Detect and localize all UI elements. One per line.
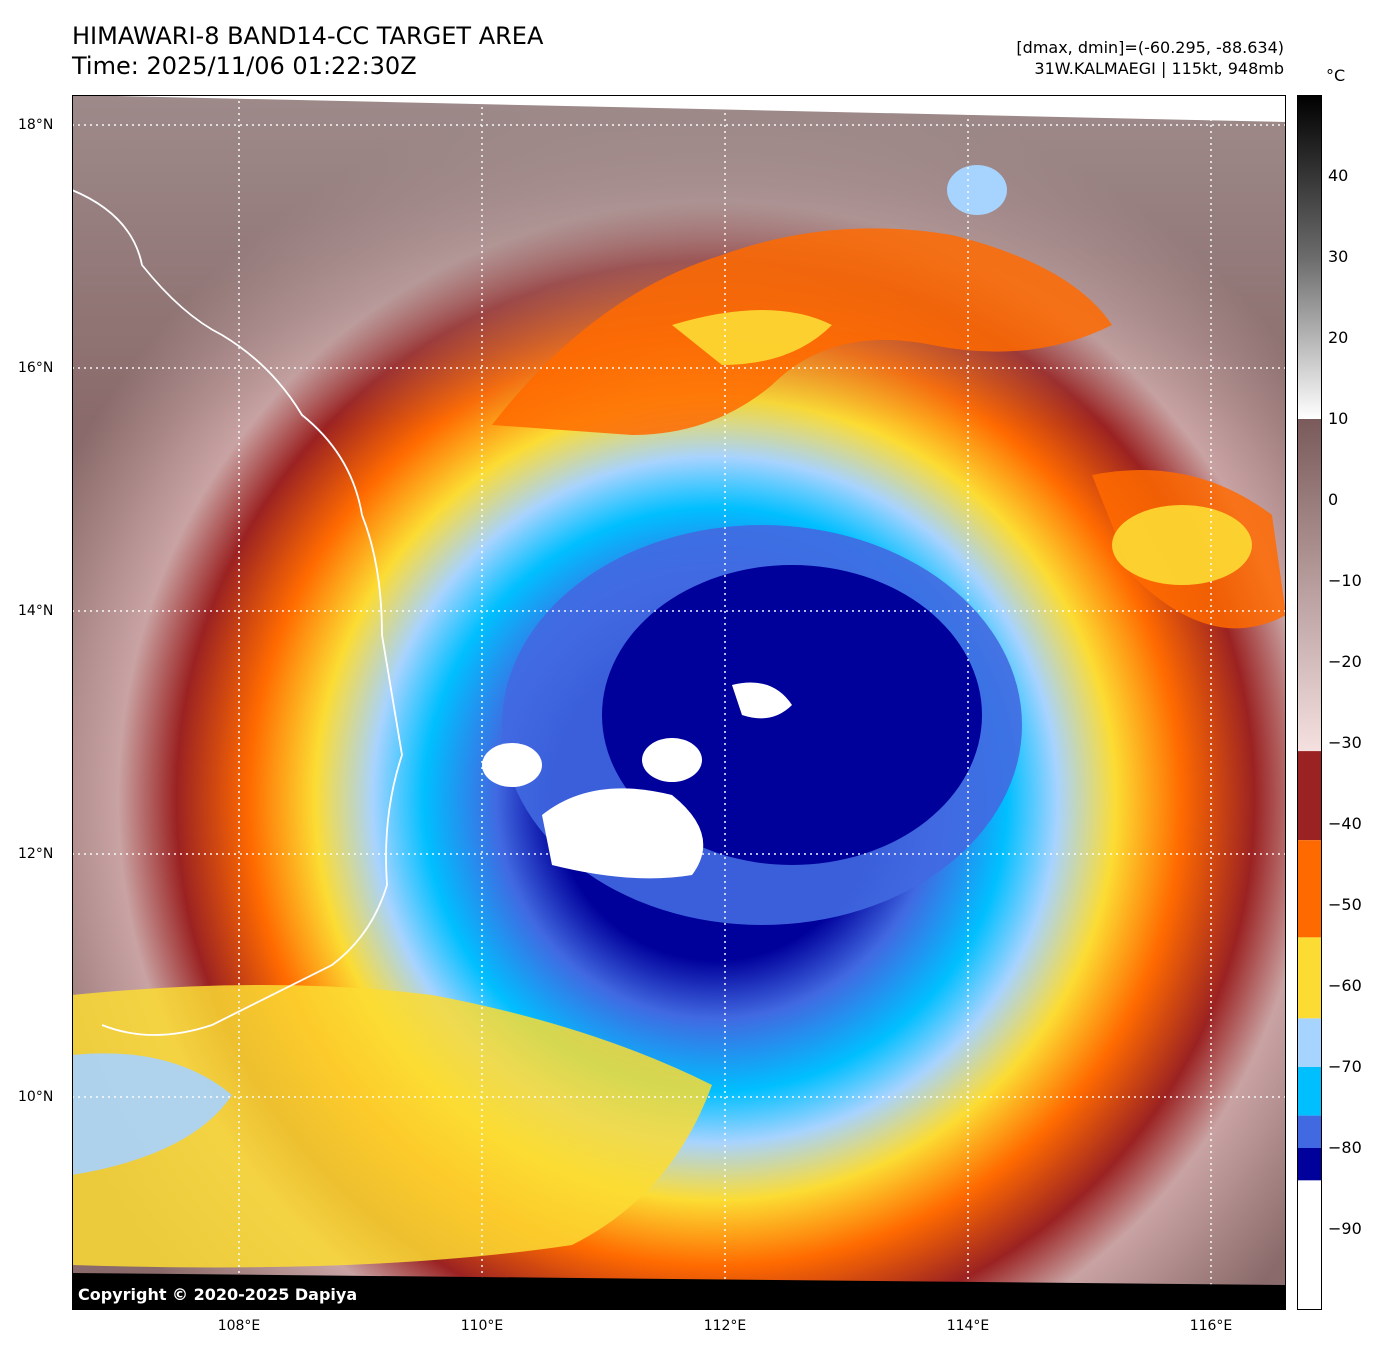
colorbar-tick-label: −30 <box>1328 733 1362 752</box>
colorbar-band <box>1297 1180 1322 1310</box>
colorbar-tick-label: 30 <box>1328 247 1349 266</box>
lat-label-12n: 12°N <box>18 846 54 862</box>
data-range-text: [dmax, dmin]=(-60.295, -88.634) <box>1016 38 1284 57</box>
title-line2: Time: 2025/11/06 01:22:30Z <box>72 52 417 80</box>
colorbar-unit: °C <box>1326 66 1346 85</box>
colorbar-tick-label: 10 <box>1328 409 1349 428</box>
colorbar-band <box>1297 419 1322 752</box>
lon-label-112e: 112°E <box>703 1318 747 1334</box>
colorbar-tick-label: 40 <box>1328 166 1349 185</box>
colorbar-tick-label: −10 <box>1328 571 1362 590</box>
colorbar-band <box>1297 751 1322 841</box>
colorbar-band <box>1297 1067 1322 1116</box>
title-line1: HIMAWARI-8 BAND14-CC TARGET AREA <box>72 22 544 50</box>
colorbar-tick-label: 0 <box>1328 490 1339 509</box>
lon-label-114e: 114°E <box>946 1318 990 1334</box>
lat-label-14n: 14°N <box>18 603 54 619</box>
colorbar-band <box>1297 1148 1322 1181</box>
colorbar-tick-label: −80 <box>1328 1138 1362 1157</box>
colorbar-band <box>1297 95 1322 419</box>
colorbar-band <box>1297 1115 1322 1148</box>
lon-label-110e: 110°E <box>460 1318 504 1334</box>
colorbar-tick-label: −60 <box>1328 976 1362 995</box>
copyright-text: Copyright © 2020-2025 Dapiya <box>78 1285 357 1304</box>
colorbar-band <box>1297 937 1322 1019</box>
lat-label-16n: 16°N <box>18 360 54 376</box>
colorbar-tick-label: −90 <box>1328 1219 1362 1238</box>
colorbar-band <box>1297 1018 1322 1067</box>
colorbar <box>1297 95 1322 1310</box>
satellite-image-map: Copyright © 2020-2025 Dapiya <box>72 95 1286 1310</box>
lat-label-10n: 10°N <box>18 1089 54 1105</box>
colorbar-tick-label: 20 <box>1328 328 1349 347</box>
storm-info-text: 31W.KALMAEGI | 115kt, 948mb <box>1034 59 1284 78</box>
colorbar-tick-label: −70 <box>1328 1057 1362 1076</box>
colorbar-tick-label: −50 <box>1328 895 1362 914</box>
lat-label-18n: 18°N <box>18 117 54 133</box>
colorbar-tick-label: −20 <box>1328 652 1362 671</box>
colorbar-tick-label: −40 <box>1328 814 1362 833</box>
lon-label-116e: 116°E <box>1189 1318 1233 1334</box>
colorbar-band <box>1297 840 1322 938</box>
lon-label-108e: 108°E <box>217 1318 261 1334</box>
